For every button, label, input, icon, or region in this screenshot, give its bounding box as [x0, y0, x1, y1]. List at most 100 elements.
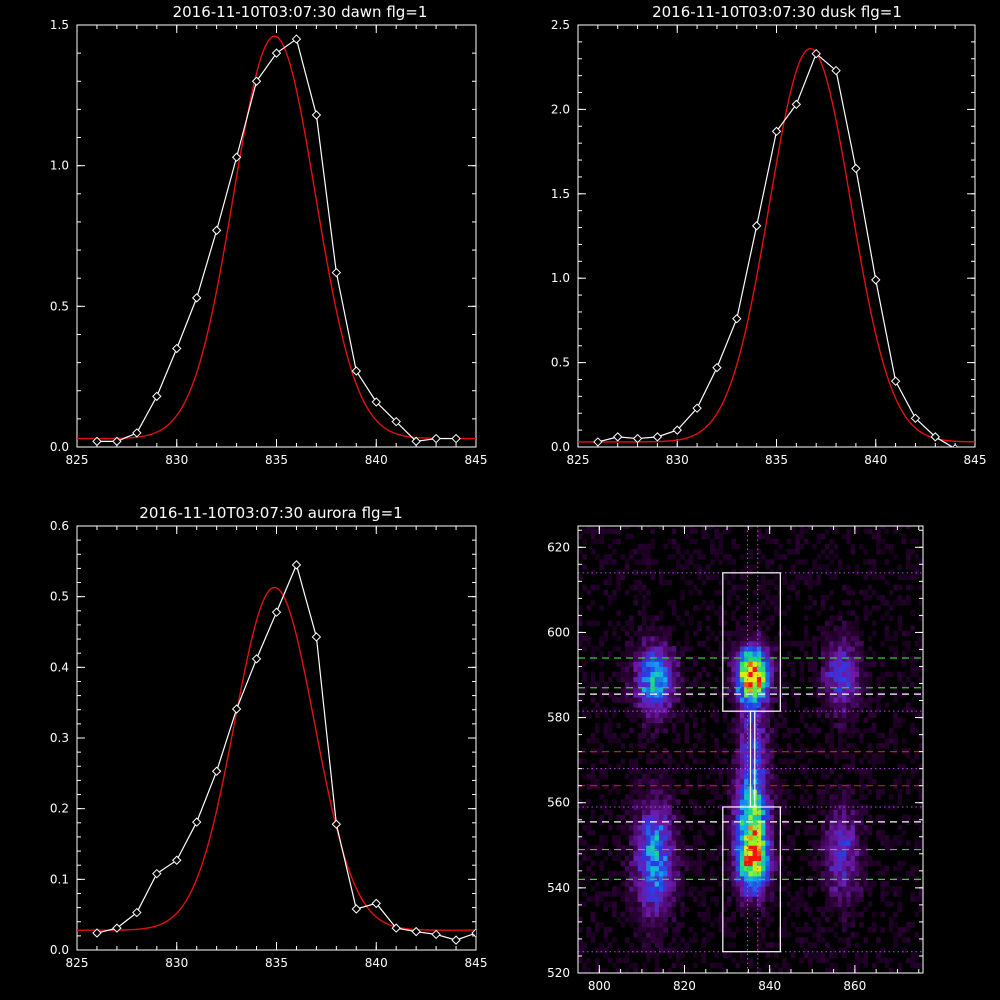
- image-pixel: [773, 722, 779, 729]
- image-pixel: [710, 702, 715, 708]
- image-pixel: [829, 722, 834, 729]
- image-pixel: [688, 692, 694, 698]
- image-pixel: [654, 676, 660, 683]
- image-pixel: [756, 783, 762, 790]
- image-pixel: [803, 559, 809, 565]
- image-pixel: [795, 692, 800, 698]
- image-pixel: [650, 625, 656, 632]
- image-pixel: [756, 768, 762, 775]
- image-pixel: [850, 646, 856, 652]
- image-pixel: [595, 881, 600, 887]
- image-pixel: [756, 845, 762, 851]
- image-pixel: [871, 778, 877, 785]
- image-pixel: [590, 886, 596, 892]
- image-pixel: [769, 829, 775, 836]
- image-pixel: [731, 886, 736, 892]
- image-pixel: [893, 686, 898, 693]
- image-pixel: [842, 661, 847, 667]
- image-pixel: [833, 651, 839, 657]
- image-pixel: [761, 717, 766, 724]
- image-pixel: [829, 783, 834, 790]
- image-pixel: [893, 911, 898, 918]
- image-pixel: [842, 620, 847, 627]
- image-pixel: [735, 651, 741, 657]
- image-pixel: [846, 589, 851, 596]
- image-pixel: [650, 702, 656, 708]
- image-pixel: [722, 921, 728, 928]
- image-pixel: [727, 916, 732, 923]
- image-pixel: [748, 870, 754, 877]
- image-pixel: [693, 528, 698, 535]
- image-pixel: [748, 605, 754, 611]
- image-pixel: [650, 809, 656, 816]
- image-pixel: [748, 886, 754, 892]
- image-pixel: [918, 845, 923, 851]
- image-pixel: [714, 589, 719, 596]
- image-pixel: [744, 855, 749, 862]
- image-pixel: [859, 651, 864, 657]
- image-pixel: [663, 850, 668, 856]
- image-pixel: [629, 671, 634, 678]
- image-pixel: [901, 937, 907, 943]
- image-pixel: [607, 727, 613, 734]
- image-pixel: [684, 819, 690, 826]
- image-pixel: [782, 778, 788, 785]
- image-pixel: [727, 763, 732, 770]
- image-pixel: [650, 835, 656, 841]
- image-pixel: [744, 702, 749, 708]
- dusk-data-point: [890, 376, 901, 386]
- image-pixel: [786, 881, 792, 887]
- image-pixel: [744, 865, 749, 872]
- image-pixel: [693, 896, 698, 902]
- image-pixel: [761, 824, 766, 831]
- image-pixel: [667, 640, 673, 647]
- image-pixel: [859, 738, 864, 744]
- image-pixel: [735, 661, 741, 667]
- image-pixel: [654, 809, 660, 816]
- image-pixel: [850, 886, 856, 892]
- image-pixel: [671, 758, 677, 764]
- image-pixel: [884, 891, 890, 897]
- image-pixel: [833, 824, 839, 831]
- image-pixel: [782, 697, 788, 703]
- image-pixel: [641, 661, 647, 667]
- image-pixel: [633, 783, 639, 790]
- image-pixel: [842, 686, 847, 693]
- image-pixel: [756, 630, 762, 637]
- image-pixel: [765, 671, 771, 678]
- image-pixel: [727, 789, 732, 795]
- image-pixel: [595, 702, 600, 708]
- image-pixel: [752, 686, 758, 693]
- image-pixel: [871, 661, 877, 667]
- image-ytick-label: 620: [547, 540, 570, 554]
- image-pixel: [752, 589, 758, 596]
- image-pixel: [756, 605, 762, 611]
- image-pixel: [727, 661, 732, 667]
- image-pixel: [808, 840, 813, 846]
- image-pixel: [697, 850, 702, 856]
- image-pixel: [842, 870, 847, 877]
- image-pixel: [684, 676, 690, 683]
- image-pixel: [582, 707, 587, 713]
- image-pixel: [803, 615, 809, 621]
- image-pixel: [905, 753, 911, 759]
- image-pixel: [633, 865, 639, 872]
- image-pixel: [612, 901, 617, 907]
- image-pixel: [739, 697, 745, 703]
- image-pixel: [871, 753, 877, 759]
- image-pixel: [884, 957, 890, 964]
- image-pixel: [739, 640, 745, 647]
- image-pixel: [667, 651, 673, 657]
- image-pixel: [731, 875, 736, 882]
- image-pixel: [633, 661, 639, 667]
- image-pixel: [616, 763, 621, 770]
- image-pixel: [722, 671, 728, 678]
- image-pixel: [803, 927, 809, 933]
- image-pixel: [854, 814, 860, 821]
- image-pixel: [918, 824, 923, 831]
- image-pixel: [654, 962, 660, 969]
- image-pixel: [671, 625, 677, 632]
- image-pixel: [897, 886, 903, 892]
- image-pixel: [595, 783, 600, 790]
- image-pixel: [735, 901, 741, 907]
